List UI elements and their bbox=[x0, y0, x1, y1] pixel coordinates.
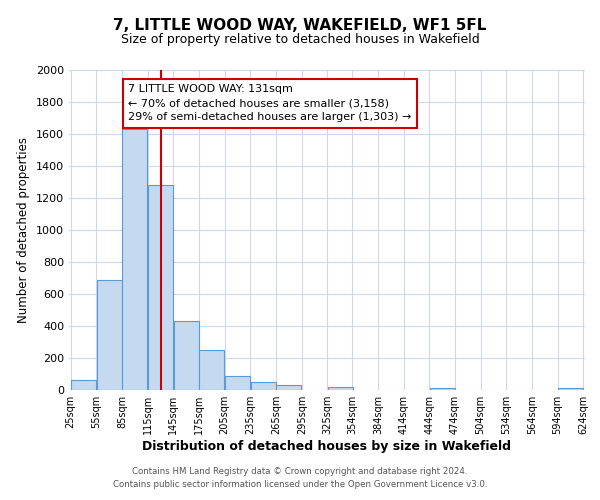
Bar bbox=[225, 376, 250, 390]
Bar bbox=[558, 388, 583, 390]
Bar bbox=[199, 350, 224, 390]
Bar bbox=[174, 321, 199, 390]
Bar bbox=[251, 382, 276, 390]
X-axis label: Distribution of detached houses by size in Wakefield: Distribution of detached houses by size … bbox=[143, 440, 511, 453]
Text: Contains HM Land Registry data © Crown copyright and database right 2024.: Contains HM Land Registry data © Crown c… bbox=[132, 467, 468, 476]
Text: 7 LITTLE WOOD WAY: 131sqm
← 70% of detached houses are smaller (3,158)
29% of se: 7 LITTLE WOOD WAY: 131sqm ← 70% of detac… bbox=[128, 84, 412, 122]
Y-axis label: Number of detached properties: Number of detached properties bbox=[17, 137, 31, 323]
Bar bbox=[148, 185, 173, 390]
Bar bbox=[71, 380, 96, 390]
Bar bbox=[122, 129, 148, 390]
Bar bbox=[430, 388, 455, 390]
Text: 7, LITTLE WOOD WAY, WAKEFIELD, WF1 5FL: 7, LITTLE WOOD WAY, WAKEFIELD, WF1 5FL bbox=[113, 18, 487, 32]
Text: Contains public sector information licensed under the Open Government Licence v3: Contains public sector information licen… bbox=[113, 480, 487, 489]
Text: Size of property relative to detached houses in Wakefield: Size of property relative to detached ho… bbox=[121, 32, 479, 46]
Bar bbox=[277, 385, 301, 390]
Bar bbox=[328, 387, 353, 390]
Bar bbox=[97, 280, 122, 390]
